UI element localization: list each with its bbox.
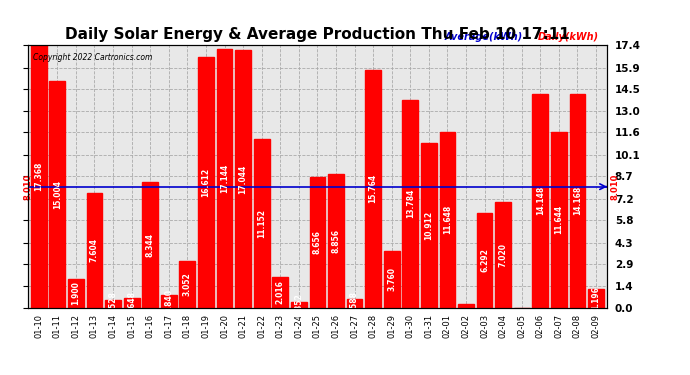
Bar: [346, 298, 362, 307]
Bar: [179, 261, 195, 308]
Bar: [198, 57, 214, 308]
Text: 1.196: 1.196: [591, 286, 600, 310]
Bar: [142, 182, 158, 308]
Text: 7.604: 7.604: [90, 238, 99, 262]
Bar: [217, 49, 233, 308]
Bar: [68, 279, 83, 308]
Bar: [533, 94, 549, 308]
Text: 15.764: 15.764: [368, 174, 377, 203]
Bar: [384, 251, 400, 308]
Bar: [161, 295, 177, 307]
Text: 15.004: 15.004: [53, 180, 62, 209]
Text: 8.856: 8.856: [331, 229, 340, 253]
Text: 0.588: 0.588: [350, 291, 359, 315]
Bar: [124, 298, 139, 307]
Text: 17.368: 17.368: [34, 162, 43, 191]
Bar: [551, 132, 566, 308]
Bar: [440, 132, 455, 308]
Text: 8.656: 8.656: [313, 230, 322, 254]
Text: 0.840: 0.840: [164, 289, 173, 313]
Bar: [588, 290, 604, 308]
Text: Average(kWh): Average(kWh): [445, 32, 523, 42]
Text: 11.648: 11.648: [443, 205, 452, 234]
Text: 7.020: 7.020: [499, 243, 508, 267]
Text: 0.352: 0.352: [295, 293, 304, 317]
Bar: [50, 81, 66, 308]
Bar: [402, 99, 418, 308]
Bar: [569, 94, 585, 308]
Bar: [328, 174, 344, 308]
Text: Copyright 2022 Cartronics.com: Copyright 2022 Cartronics.com: [33, 53, 152, 62]
Text: 16.612: 16.612: [201, 168, 210, 197]
Text: 14.148: 14.148: [536, 186, 545, 215]
Text: 8.010: 8.010: [610, 174, 619, 200]
Bar: [458, 304, 474, 307]
Text: 0.528: 0.528: [108, 292, 117, 315]
Bar: [495, 202, 511, 308]
Text: 0.648: 0.648: [127, 291, 136, 315]
Text: 2.016: 2.016: [276, 280, 285, 304]
Bar: [291, 302, 307, 307]
Text: 14.168: 14.168: [573, 186, 582, 215]
Text: 11.644: 11.644: [554, 205, 564, 234]
Bar: [421, 143, 437, 308]
Text: 10.912: 10.912: [424, 211, 433, 240]
Text: 3.052: 3.052: [183, 273, 192, 296]
Text: 1.900: 1.900: [71, 281, 81, 305]
Bar: [86, 193, 102, 308]
Bar: [310, 177, 325, 308]
Bar: [235, 50, 251, 308]
Bar: [254, 139, 270, 308]
Text: 17.144: 17.144: [220, 164, 229, 193]
Bar: [31, 45, 47, 308]
Text: Daily(kWh): Daily(kWh): [538, 32, 599, 42]
Bar: [365, 70, 381, 308]
Text: 8.344: 8.344: [146, 232, 155, 256]
Text: 13.784: 13.784: [406, 189, 415, 218]
Title: Daily Solar Energy & Average Production Thu Feb 10 17:11: Daily Solar Energy & Average Production …: [65, 27, 570, 42]
Text: 11.152: 11.152: [257, 209, 266, 238]
Bar: [273, 277, 288, 308]
Text: 3.760: 3.760: [387, 267, 396, 291]
Text: 8.010: 8.010: [23, 174, 32, 200]
Text: 6.292: 6.292: [480, 248, 489, 272]
Bar: [477, 213, 493, 308]
Bar: [105, 300, 121, 307]
Text: 17.044: 17.044: [239, 164, 248, 194]
